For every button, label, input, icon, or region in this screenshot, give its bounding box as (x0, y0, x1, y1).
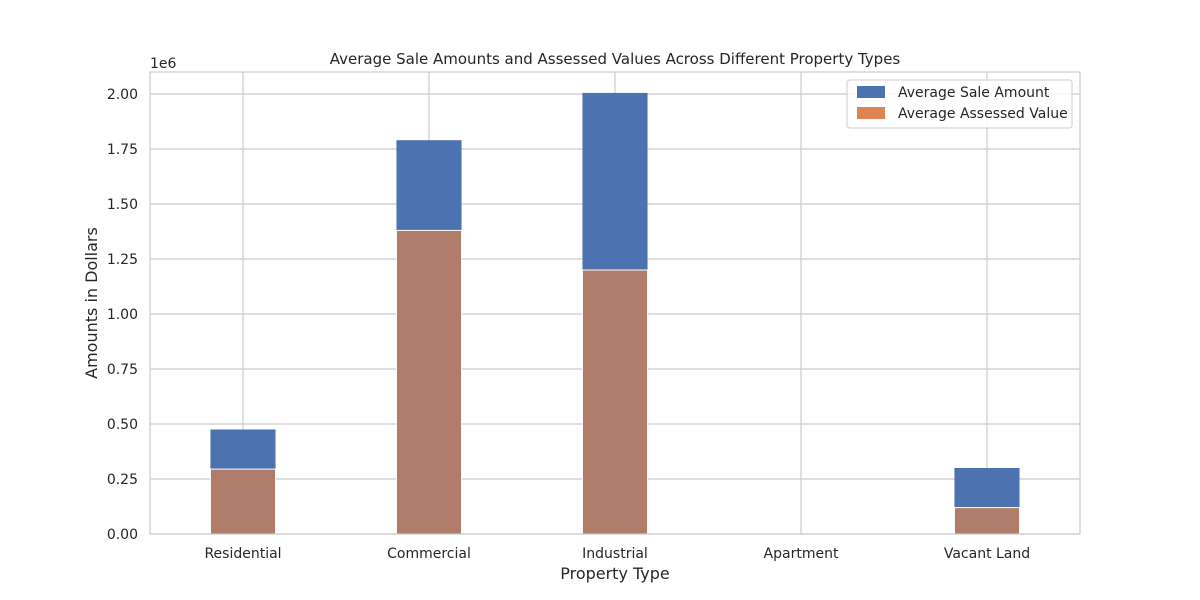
bar-assessed-value (209, 468, 277, 535)
legend: Average Sale Amount Average Assessed Val… (846, 79, 1073, 129)
x-tick-label: Vacant Land (944, 546, 1030, 562)
y-tick-label: 0.25 (107, 472, 138, 488)
chart-title: Average Sale Amounts and Assessed Values… (330, 50, 901, 68)
legend-label-sale-amount: Average Sale Amount (898, 85, 1050, 101)
y-tick-label: 1.25 (107, 252, 138, 268)
y-tick-label: 2.00 (107, 87, 138, 103)
bar-assessed-value (581, 269, 649, 535)
y-tick-label: 0.50 (107, 417, 138, 433)
y-axis-title: Amounts in Dollars (82, 227, 101, 379)
legend-label-assessed-value: Average Assessed Value (898, 106, 1068, 122)
bars (209, 92, 1021, 535)
x-tick-label: Industrial (582, 546, 648, 562)
y-axis-offset-label: 1e6 (150, 56, 177, 72)
bar-assessed-value (395, 229, 463, 535)
y-axis: 0.00 0.25 0.50 0.75 1.00 1.25 1.50 1.75 2.00 (107, 87, 138, 543)
legend-swatch-assessed-value (857, 107, 885, 119)
y-tick-label: 1.75 (107, 142, 138, 158)
x-tick-label: Apartment (764, 546, 839, 562)
plot-frame (149, 71, 1081, 535)
y-tick-label: 0.75 (107, 362, 138, 378)
y-tick-label: 1.00 (107, 307, 138, 323)
x-tick-label: Commercial (387, 546, 471, 562)
y-tick-label: 1.50 (107, 197, 138, 213)
y-tick-label: 0.00 (107, 527, 138, 543)
legend-box (846, 79, 1073, 129)
x-axis: Residential Commercial Industrial Apartment… (204, 546, 1030, 562)
bar-assessed-value (953, 507, 1021, 535)
legend-swatch-sale-amount (857, 86, 885, 98)
x-tick-label: Residential (204, 546, 281, 562)
x-axis-title: Property Type (560, 564, 670, 583)
